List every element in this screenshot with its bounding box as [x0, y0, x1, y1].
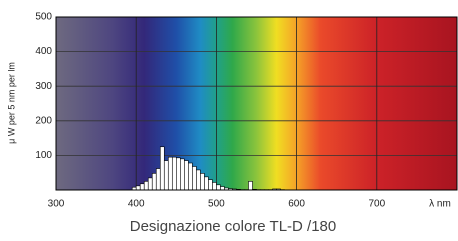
bar	[176, 158, 180, 190]
bar	[168, 157, 172, 190]
bar	[208, 180, 212, 190]
y-tick-label: 200	[35, 115, 52, 126]
bar	[148, 178, 152, 190]
bar	[160, 147, 164, 190]
chart: μ W per 5 nm per lm λ nm Designazione co…	[0, 0, 458, 241]
bar	[156, 169, 160, 190]
y-tick-label: 400	[35, 46, 52, 57]
bar	[188, 163, 192, 190]
chart-title: Designazione colore TL-D /180	[130, 218, 337, 235]
bar	[180, 159, 184, 190]
bar	[136, 186, 140, 190]
x-tick-label: 300	[48, 199, 65, 210]
x-tick-label: 700	[368, 199, 385, 210]
y-tick-label: 100	[35, 150, 52, 161]
bar	[184, 161, 188, 190]
spectrum-background	[56, 17, 457, 190]
bar	[152, 173, 156, 190]
bar	[144, 181, 148, 190]
x-axis-label: λ nm	[429, 199, 451, 210]
bar	[204, 177, 208, 190]
bar	[140, 184, 144, 190]
bar	[200, 173, 204, 190]
bar	[212, 182, 216, 190]
y-tick-label: 500	[35, 12, 52, 23]
bar	[164, 161, 168, 190]
x-tick-label: 500	[208, 199, 225, 210]
x-tick-label: 600	[288, 199, 305, 210]
bar	[220, 187, 224, 190]
bar	[216, 185, 220, 190]
y-tick-label: 300	[35, 81, 52, 92]
bar	[248, 181, 252, 190]
bar	[172, 157, 176, 190]
x-tick-label: 400	[128, 199, 145, 210]
bar	[196, 170, 200, 190]
bar	[192, 166, 196, 190]
y-axis-label: μ W per 5 nm per lm	[6, 62, 16, 144]
